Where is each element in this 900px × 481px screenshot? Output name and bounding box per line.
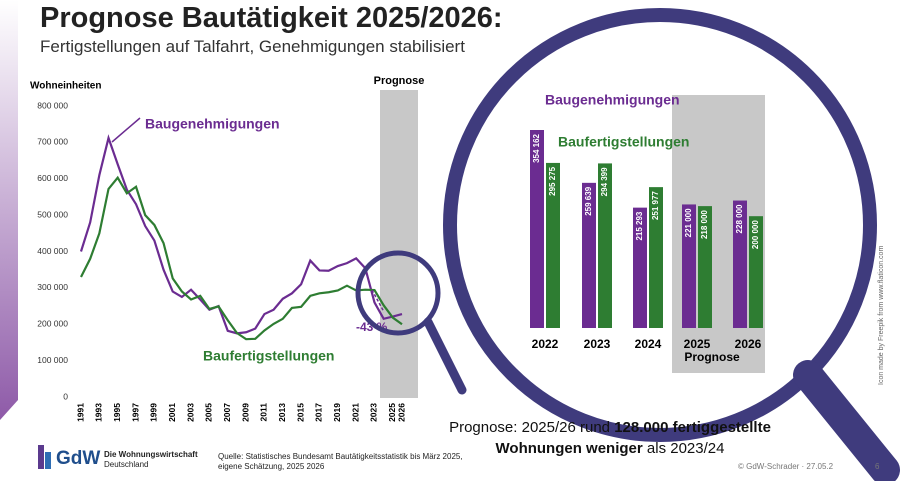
x-tick-label: 1999: [149, 403, 159, 422]
series-label: Baufertigstellungen: [203, 348, 334, 364]
series-label: Baufertigstellungen: [558, 134, 689, 150]
source: Quelle: Statistisches Bundesamt Bautätig…: [218, 452, 463, 472]
x-tick-label: 2019: [332, 403, 342, 422]
x-tick-label: 1995: [112, 403, 122, 422]
x-tick-label: 2025: [684, 337, 711, 351]
y-tick-label: 0: [63, 391, 68, 401]
magnifier-handle: [423, 317, 467, 395]
line: [80, 175, 403, 341]
x-tick-label: 2011: [259, 403, 269, 422]
x-tick-label: 2017: [314, 403, 324, 422]
side-band: [0, 0, 18, 420]
y-axis-label: Wohneinheiten: [30, 81, 101, 92]
logo-line: Deutschland: [104, 460, 149, 469]
value-label: 295 275: [548, 166, 557, 195]
x-tick-label: 2009: [240, 403, 250, 422]
summary-text: Prognose: 2025/26 rund: [449, 419, 615, 436]
page-number: 6: [875, 462, 880, 471]
value-label: 218 000: [700, 210, 709, 239]
logo-line: Die Wohnungswirtschaft: [104, 450, 198, 459]
bar: [698, 206, 712, 328]
line: [79, 134, 403, 335]
x-tick-label: 2022: [532, 337, 559, 351]
logo-text: Die Wohnungswirtschaft Deutschland: [104, 450, 198, 470]
x-tick-label: 2023: [584, 337, 611, 351]
series-label: Baugenehmigungen: [545, 92, 680, 108]
summary: Prognose: 2025/26 rund 128.000 fertigges…: [440, 417, 780, 459]
x-tick-label: 2001: [167, 403, 177, 422]
x-tick-label: 1993: [94, 403, 104, 422]
y-tick-label: 400 000: [37, 246, 68, 256]
y-tick-label: 800 000: [37, 100, 68, 110]
bar: [598, 163, 612, 328]
icon-credit: Icon made by Freepik from www.flaticon.c…: [878, 245, 885, 385]
logo-bar: [45, 452, 51, 469]
value-label: 251 977: [651, 191, 660, 220]
source-line: Quelle: Statistisches Bundesamt Bautätig…: [218, 452, 463, 461]
credit: © GdW-Schrader · 27.05.2: [738, 462, 834, 471]
x-tick-label: 2026: [396, 403, 406, 422]
summary-bold: 128.000 fertiggestellte: [614, 419, 771, 436]
value-label: 221 000: [684, 208, 693, 237]
value-label: 294 399: [600, 167, 609, 196]
x-tick-label: 2025: [387, 403, 397, 422]
x-tick-label: 2021: [350, 403, 360, 422]
bar: [649, 187, 663, 328]
x-tick-label: 2013: [277, 403, 287, 422]
y-tick-label: 300 000: [37, 282, 68, 292]
bar: [530, 130, 544, 328]
summary-text: als 2023/24: [642, 440, 725, 457]
value-label: 354 162: [532, 133, 541, 162]
magnifier-large: [443, 8, 877, 442]
bar: [633, 207, 647, 328]
magnifier-small: [355, 250, 441, 336]
value-label: 215 293: [635, 211, 644, 240]
bar: [546, 162, 560, 328]
magnifier-handle: [793, 360, 900, 481]
source-line: eigene Schätzung, 2025 2026: [218, 462, 325, 471]
subtitle: Fertigstellungen auf Talfahrt, Genehmigu…: [40, 37, 465, 56]
x-tick-label: 2007: [222, 403, 232, 422]
logo-mark: GdW: [56, 448, 101, 469]
x-tick-label: 1991: [75, 403, 85, 422]
trend-arrow: [371, 289, 385, 313]
x-tick-label: 2003: [185, 403, 195, 422]
x-tick-label: 2026: [735, 337, 762, 351]
logo-bar: [38, 445, 44, 469]
y-tick-label: 500 000: [37, 209, 68, 219]
forecast-band: [380, 90, 418, 398]
y-tick-label: 700 000: [37, 137, 68, 147]
x-tick-label: 2024: [635, 337, 662, 351]
forecast-label: Prognose: [684, 350, 740, 364]
y-tick-label: 100 000: [37, 355, 68, 365]
bar: [682, 204, 696, 328]
x-tick-label: 1997: [130, 403, 140, 422]
summary-bold: Wohnungen weniger: [495, 440, 643, 457]
bar: [582, 182, 596, 328]
y-tick-label: 200 000: [37, 319, 68, 329]
y-tick-label: 600 000: [37, 173, 68, 183]
value-label: 259 639: [584, 186, 593, 215]
value-label: 200 000: [751, 220, 760, 249]
x-tick-label: 2005: [204, 403, 214, 422]
series-label: Baugenehmigungen: [145, 116, 280, 132]
x-tick-label: 2023: [369, 403, 379, 422]
value-label: 228 000: [735, 204, 744, 233]
label-pointer: [111, 117, 141, 143]
forecast-label: Prognose: [374, 75, 425, 87]
x-tick-label: 2015: [295, 403, 305, 422]
bar: [733, 200, 747, 328]
title: Prognose Bautätigkeit 2025/2026:: [40, 2, 503, 34]
bar: [749, 216, 763, 328]
